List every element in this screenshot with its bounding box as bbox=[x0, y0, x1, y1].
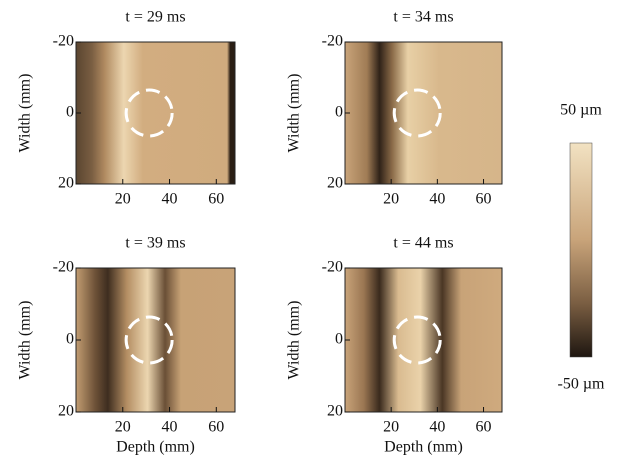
x-tick-label: 40 bbox=[162, 419, 178, 436]
colorbar-label: 50 µm bbox=[560, 102, 602, 119]
x-tick-label: 20 bbox=[383, 419, 399, 436]
x-tick-label: 40 bbox=[429, 419, 445, 436]
x-axis-label: Depth (mm) bbox=[116, 439, 195, 456]
x-tick-label: 40 bbox=[429, 191, 445, 208]
x-tick-label: 60 bbox=[476, 419, 492, 436]
y-tick-label: 20 bbox=[58, 175, 74, 192]
heatmap-image bbox=[76, 42, 235, 184]
colorbar bbox=[569, 142, 593, 358]
y-tick-label: 0 bbox=[335, 331, 343, 348]
y-tick-label: -20 bbox=[53, 33, 74, 50]
region-marker bbox=[124, 315, 174, 365]
heatmap-image bbox=[345, 268, 502, 412]
x-tick-label: 40 bbox=[162, 191, 178, 208]
y-tick-label: 20 bbox=[58, 403, 74, 420]
y-axis-label: Width (mm) bbox=[17, 74, 34, 153]
y-tick-label: -20 bbox=[322, 33, 343, 50]
y-axis-label: Width (mm) bbox=[17, 301, 34, 380]
x-tick-label: 60 bbox=[208, 419, 224, 436]
colorbar-label: -50 µm bbox=[558, 376, 606, 393]
y-axis-label: Width (mm) bbox=[286, 74, 303, 153]
panel-title: t = 29 ms bbox=[125, 9, 185, 26]
x-tick-label: 20 bbox=[115, 191, 131, 208]
panel-title: t = 39 ms bbox=[125, 235, 185, 252]
y-tick-label: 0 bbox=[66, 104, 74, 121]
y-tick-label: 20 bbox=[327, 175, 343, 192]
heatmap-image bbox=[345, 42, 502, 184]
y-tick-label: -20 bbox=[53, 259, 74, 276]
x-tick-label: 60 bbox=[208, 191, 224, 208]
y-tick-label: 0 bbox=[335, 104, 343, 121]
panel-title: t = 44 ms bbox=[393, 235, 453, 252]
region-marker bbox=[392, 88, 442, 138]
x-tick-label: 20 bbox=[383, 191, 399, 208]
panel-title: t = 34 ms bbox=[393, 9, 453, 26]
x-tick-label: 60 bbox=[476, 191, 492, 208]
region-marker bbox=[124, 88, 174, 138]
x-tick-label: 20 bbox=[115, 419, 131, 436]
y-tick-label: -20 bbox=[322, 259, 343, 276]
y-tick-label: 20 bbox=[327, 403, 343, 420]
region-marker bbox=[392, 315, 442, 365]
heatmap-image bbox=[76, 268, 235, 412]
y-axis-label: Width (mm) bbox=[286, 301, 303, 380]
x-axis-label: Depth (mm) bbox=[384, 439, 463, 456]
y-tick-label: 0 bbox=[66, 331, 74, 348]
